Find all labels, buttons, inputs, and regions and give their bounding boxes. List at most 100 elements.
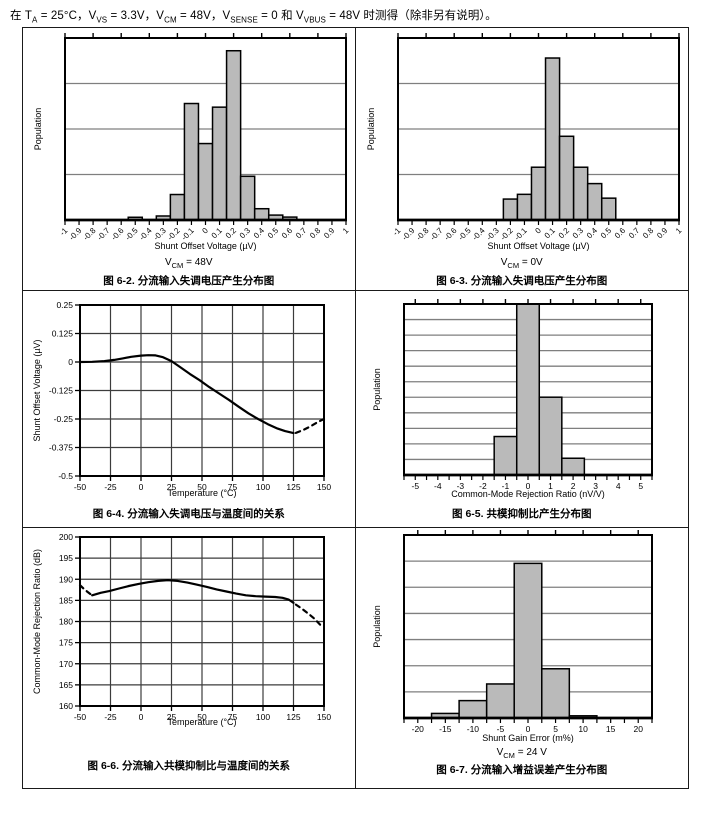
- svg-text:0: 0: [139, 712, 144, 722]
- figure-caption-6-2: 图 6-2. 分流输入失调电压产生分布图: [103, 275, 275, 287]
- svg-text:-0.8: -0.8: [81, 226, 98, 243]
- svg-text:0.8: 0.8: [641, 226, 656, 241]
- svg-text:-0.6: -0.6: [109, 226, 126, 243]
- svg-text:-0.7: -0.7: [95, 226, 112, 243]
- conditions-header: 在 TA = 25°C，VVS = 3.3V，VCM = 48V，VSENSE …: [10, 10, 497, 25]
- chart-6-4-offset-vs-temperature: -50 -25 0 25 50 75 100 125 150 0.25 0.125 0 -0.125 -0…: [23, 291, 355, 499]
- svg-text:25: 25: [167, 482, 177, 492]
- chart-canvas-5: -20 -15 -10 -5 0 5 10 15 20 Shunt Gain Error (m%)…: [372, 530, 653, 743]
- svg-text:0.4: 0.4: [584, 226, 599, 241]
- svg-text:0.7: 0.7: [294, 226, 309, 241]
- svg-text:Shunt Offset Voltage (µV): Shunt Offset Voltage (µV): [487, 241, 589, 251]
- svg-text:175: 175: [59, 638, 73, 648]
- svg-text:Shunt Offset Voltage (µV): Shunt Offset Voltage (µV): [154, 241, 256, 251]
- chart-6-6-cmrr-vs-temperature: -50 -25 0 25 50 75 100 125 150 200 195 190 185 180 175…: [23, 528, 355, 728]
- chart-canvas-2: -50 -25 0 25 50 75 100 125 150 0.25 0.125 0 -0.125 -0…: [32, 300, 331, 498]
- svg-text:Common-Mode Rejection Ratio (d: Common-Mode Rejection Ratio (dB): [32, 549, 42, 694]
- figure-caption-6-3: 图 6-3. 分流输入失调电压产生分布图: [436, 275, 608, 287]
- svg-text:195: 195: [59, 553, 73, 563]
- svg-text:-20: -20: [411, 724, 424, 734]
- svg-text:100: 100: [256, 712, 270, 722]
- svg-text:-10: -10: [466, 724, 479, 734]
- chart-canvas-1: -1-0.9-0.8-0.7-0.6-0.5-0.4-0.3-0.2-0.1 0 0…: [366, 33, 683, 251]
- svg-text:0: 0: [533, 226, 543, 236]
- svg-text:0: 0: [68, 357, 73, 367]
- svg-text:0.3: 0.3: [570, 226, 585, 241]
- svg-text:-0.3: -0.3: [484, 226, 501, 243]
- svg-text:190: 190: [59, 574, 73, 584]
- svg-text:-0.4: -0.4: [470, 226, 487, 243]
- svg-text:0.125: 0.125: [52, 329, 74, 339]
- svg-text:-50: -50: [74, 482, 87, 492]
- svg-text:75: 75: [228, 482, 238, 492]
- svg-text:0.6: 0.6: [612, 226, 627, 241]
- svg-text:Temperature (°C): Temperature (°C): [167, 488, 236, 498]
- svg-text:-0.2: -0.2: [166, 226, 183, 243]
- figure-caption-6-7: 图 6-7. 分流输入增益误差产生分布图: [436, 764, 608, 776]
- svg-text:0.25: 0.25: [56, 300, 73, 310]
- svg-text:-0.4: -0.4: [138, 226, 155, 243]
- svg-text:-4: -4: [434, 481, 442, 491]
- svg-text:50: 50: [197, 482, 207, 492]
- svg-text:-1: -1: [501, 481, 509, 491]
- chart-canvas-0: -1-0.9-0.8-0.7-0.6-0.5-0.4-0.3-0.2-0.1 0 0…: [33, 33, 351, 251]
- svg-text:125: 125: [286, 712, 300, 722]
- svg-text:-0.9: -0.9: [67, 226, 84, 243]
- chart-6-3-offset-histogram-0v: -1 -0.9 -0.8 -0.7 -0.6 -0.5 -0.4 -0.3 -0.2 -0.1 0 0…: [356, 28, 689, 254]
- svg-text:0.2: 0.2: [224, 226, 239, 241]
- chart-subtitle-vcm-0v: VCM = 0V: [500, 257, 543, 270]
- svg-text:5: 5: [553, 724, 558, 734]
- chart-6-7-gain-error-histogram: -20 -15 -10 -5 0 5 10 15 20 Shunt Gain Error (m%)…: [356, 528, 689, 744]
- svg-text:0.9: 0.9: [655, 226, 670, 241]
- svg-text:5: 5: [638, 481, 643, 491]
- svg-text:-0.375: -0.375: [49, 443, 73, 453]
- svg-text:-0.3: -0.3: [152, 226, 169, 243]
- svg-text:-0.1: -0.1: [512, 226, 529, 243]
- chart-6-2-offset-histogram-48v: -1 -0.9 -0.8 -0.7 -0.6 -0.5 -0.4 -0.3 -0.2 -0.1 0 0…: [23, 28, 355, 254]
- svg-text:0: 0: [200, 226, 210, 236]
- chart-subtitle-vcm-24v: VCM = 24 V: [496, 747, 547, 760]
- svg-text:Shunt Gain Error (m%): Shunt Gain Error (m%): [482, 733, 574, 743]
- svg-text:-50: -50: [74, 712, 87, 722]
- svg-text:-3: -3: [456, 481, 464, 491]
- svg-text:-1: -1: [391, 226, 403, 238]
- svg-text:200: 200: [59, 532, 73, 542]
- figure-6-3: -1 -0.9 -0.8 -0.7 -0.6 -0.5 -0.4 -0.3 -0.2 -0.1 0 0…: [355, 28, 689, 291]
- svg-text:-0.125: -0.125: [49, 386, 73, 396]
- svg-text:Temperature (°C): Temperature (°C): [167, 717, 236, 727]
- svg-text:0.1: 0.1: [542, 226, 557, 241]
- svg-text:25: 25: [167, 712, 177, 722]
- chart-canvas-3: -5 -4 -3 -2 -1 0 1 2 3 4 5 Common-Mode Rejection Ra…: [372, 299, 653, 499]
- svg-text:4: 4: [615, 481, 620, 491]
- svg-text:1: 1: [548, 481, 553, 491]
- svg-text:-0.8: -0.8: [414, 226, 431, 243]
- chart-6-5-cmrr-histogram: -5 -4 -3 -2 -1 0 1 2 3 4 5 Common-Mode Rejection Ra…: [356, 291, 689, 503]
- svg-text:-0.7: -0.7: [428, 226, 445, 243]
- figure-6-2: -1 -0.9 -0.8 -0.7 -0.6 -0.5 -0.4 -0.3 -0.2 -0.1 0 0…: [23, 28, 356, 291]
- figure-6-4: -50 -25 0 25 50 75 100 125 150 0.25 0.125 0 -0.125 -0…: [23, 291, 356, 528]
- svg-text:Population: Population: [33, 108, 43, 151]
- svg-text:-0.2: -0.2: [498, 226, 515, 243]
- svg-text:-15: -15: [439, 724, 452, 734]
- figure-caption-6-6: 图 6-6. 分流输入共模抑制比与温度间的关系: [87, 760, 290, 772]
- svg-text:0.8: 0.8: [308, 226, 323, 241]
- figure-grid: -1 -0.9 -0.8 -0.7 -0.6 -0.5 -0.4 -0.3 -0.2 -0.1 0 0…: [22, 27, 689, 789]
- svg-text:150: 150: [317, 712, 331, 722]
- chart-subtitle-vcm-48v: VCM = 48V: [164, 257, 213, 270]
- svg-text:150: 150: [317, 482, 331, 492]
- svg-text:0.5: 0.5: [266, 226, 281, 241]
- svg-text:0.2: 0.2: [556, 226, 571, 241]
- figure-6-7: -20 -15 -10 -5 0 5 10 15 20 Shunt Gain Error (m%)…: [356, 528, 689, 788]
- svg-text:-5: -5: [411, 481, 419, 491]
- svg-text:Common-Mode Rejection Ratio (n: Common-Mode Rejection Ratio (nV/V): [451, 489, 605, 499]
- svg-text:-5: -5: [496, 724, 504, 734]
- svg-text:0.3: 0.3: [238, 226, 253, 241]
- svg-text:Population: Population: [372, 605, 382, 648]
- svg-text:75: 75: [228, 712, 238, 722]
- chart-canvas-4: -50 -25 0 25 50 75 100 125 150 200 195 190 185 180 175…: [32, 532, 331, 727]
- svg-text:2: 2: [570, 481, 575, 491]
- svg-text:100: 100: [256, 482, 270, 492]
- svg-text:50: 50: [197, 712, 207, 722]
- figure-caption-6-4: 图 6-4. 分流输入失调电压与温度间的关系: [92, 508, 285, 520]
- svg-text:1: 1: [341, 226, 351, 236]
